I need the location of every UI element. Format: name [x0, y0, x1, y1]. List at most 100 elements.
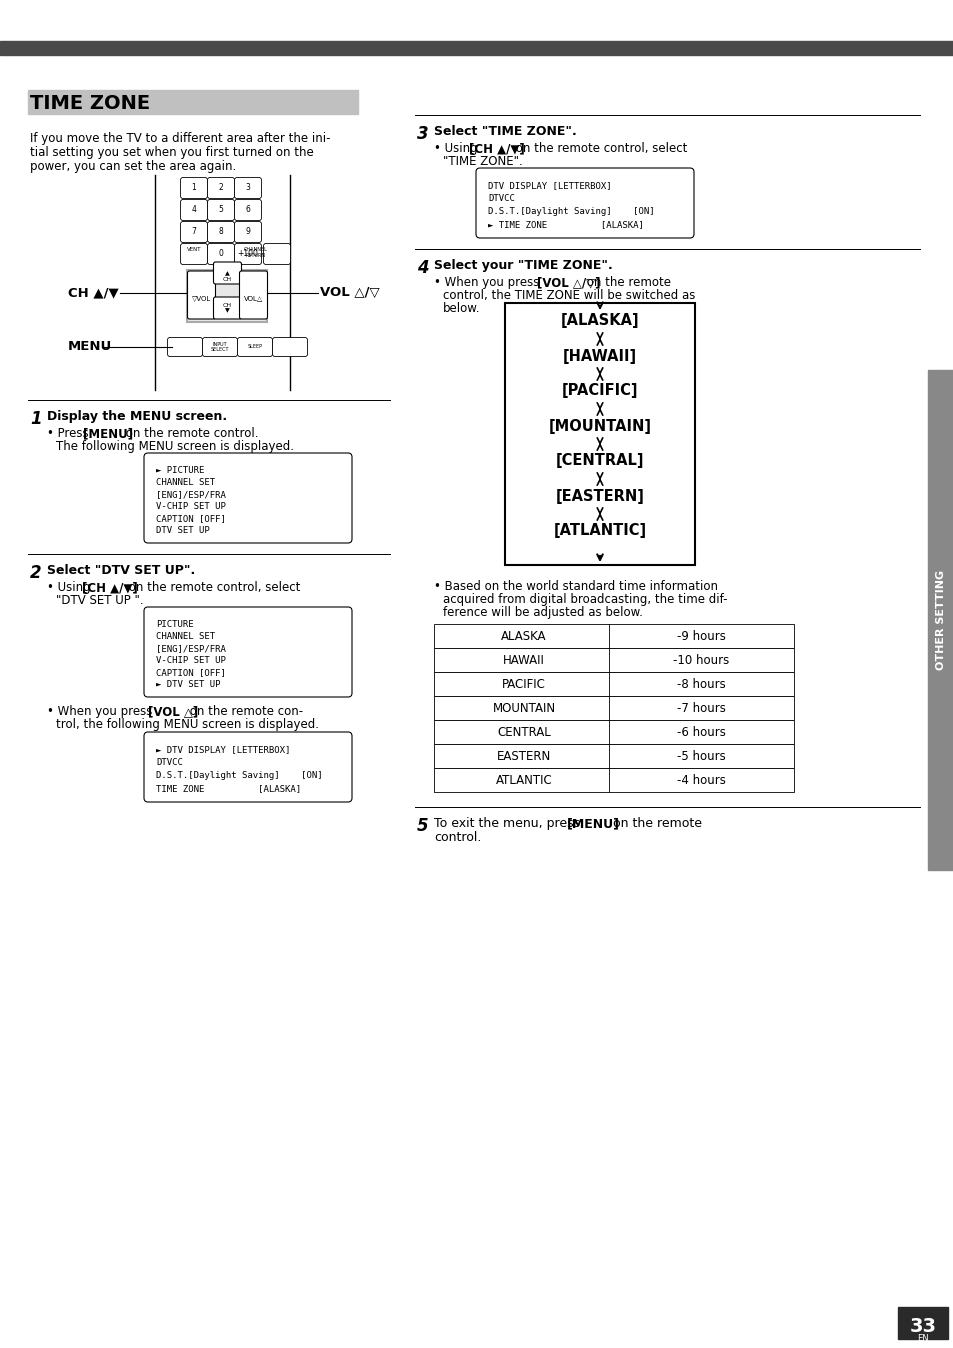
Text: D.S.T.[Daylight Saving]    [ON]: D.S.T.[Daylight Saving] [ON]	[488, 208, 654, 216]
Text: • When you press: • When you press	[434, 276, 542, 288]
Text: 1: 1	[192, 183, 196, 193]
Text: 4: 4	[192, 205, 196, 214]
Text: CHANNEL
RETURN: CHANNEL RETURN	[244, 247, 268, 257]
Text: HAWAII: HAWAII	[502, 655, 544, 667]
Text: 33: 33	[908, 1317, 936, 1336]
Text: MOUNTAIN: MOUNTAIN	[492, 702, 555, 716]
FancyBboxPatch shape	[208, 244, 234, 264]
FancyBboxPatch shape	[180, 244, 208, 264]
Text: control.: control.	[434, 830, 481, 844]
Text: -10 hours: -10 hours	[673, 655, 729, 667]
Text: on the remote con-: on the remote con-	[186, 705, 303, 718]
Text: DTVCC: DTVCC	[488, 194, 515, 204]
Text: EN: EN	[916, 1335, 928, 1343]
Text: CHANNEL SET: CHANNEL SET	[156, 479, 214, 487]
Text: CH
▼: CH ▼	[223, 302, 232, 313]
Bar	[434, 768, 793, 793]
Text: Display the MENU screen.: Display the MENU screen.	[47, 410, 227, 423]
Text: DTVCC: DTVCC	[156, 758, 183, 767]
Bar	[28, 90, 357, 115]
Text: CH ▲/▼: CH ▲/▼	[68, 287, 118, 299]
FancyBboxPatch shape	[208, 178, 234, 198]
Text: OTHER SETTING: OTHER SETTING	[935, 570, 945, 670]
Text: CAPTION [OFF]: CAPTION [OFF]	[156, 514, 226, 523]
Text: -9 hours: -9 hours	[677, 631, 725, 643]
Text: DTV SET UP: DTV SET UP	[156, 526, 210, 535]
Text: CHANNEL SET: CHANNEL SET	[156, 632, 214, 642]
FancyBboxPatch shape	[237, 337, 273, 356]
FancyBboxPatch shape	[476, 168, 693, 239]
Bar	[188, 270, 267, 322]
Text: EASTERN: EASTERN	[497, 751, 551, 763]
Text: on the remote: on the remote	[608, 817, 701, 830]
Text: 9: 9	[245, 228, 251, 236]
FancyBboxPatch shape	[213, 262, 241, 284]
Bar	[897, 1308, 947, 1339]
Text: PACIFIC: PACIFIC	[501, 678, 545, 692]
Text: [CENTRAL]: [CENTRAL]	[556, 453, 643, 469]
Text: -8 hours: -8 hours	[677, 678, 725, 692]
Text: V-CHIP SET UP: V-CHIP SET UP	[156, 656, 226, 665]
FancyBboxPatch shape	[168, 337, 202, 356]
Text: [HAWAII]: [HAWAII]	[562, 349, 637, 364]
FancyBboxPatch shape	[208, 200, 234, 221]
Text: 2: 2	[218, 183, 223, 193]
Text: 0: 0	[218, 249, 223, 259]
Text: DTV DISPLAY [LETTERBOX]: DTV DISPLAY [LETTERBOX]	[488, 181, 611, 190]
FancyBboxPatch shape	[208, 221, 234, 243]
Text: [CH ▲/▼]: [CH ▲/▼]	[469, 142, 524, 155]
Text: To exit the menu, press: To exit the menu, press	[434, 817, 583, 830]
FancyBboxPatch shape	[144, 453, 352, 543]
Text: -5 hours: -5 hours	[677, 751, 725, 763]
Text: • Press: • Press	[47, 427, 92, 439]
Text: ► DTV SET UP: ► DTV SET UP	[156, 679, 220, 689]
Bar	[434, 648, 793, 673]
Text: The following MENU screen is displayed.: The following MENU screen is displayed.	[56, 439, 294, 453]
Text: [MENU]: [MENU]	[566, 817, 619, 830]
Text: on the remote control, select: on the remote control, select	[512, 142, 687, 155]
Text: [ENG]/ESP/FRA: [ENG]/ESP/FRA	[156, 644, 226, 652]
Text: CAPTION [OFF]: CAPTION [OFF]	[156, 669, 226, 677]
FancyBboxPatch shape	[273, 337, 307, 356]
Bar	[504, 303, 695, 565]
Text: [ATLANTIC]: [ATLANTIC]	[553, 523, 646, 538]
Text: SLEEP: SLEEP	[247, 345, 262, 349]
FancyBboxPatch shape	[180, 178, 208, 198]
Text: power, you can set the area again.: power, you can set the area again.	[30, 160, 236, 173]
Text: "DTV SET UP ".: "DTV SET UP ".	[56, 594, 144, 607]
Text: ▽VOL: ▽VOL	[192, 295, 211, 301]
Text: ▲
CH: ▲ CH	[223, 271, 232, 282]
Text: TIME ZONE          [ALASKA]: TIME ZONE [ALASKA]	[156, 785, 301, 793]
Text: ference will be adjusted as below.: ference will be adjusted as below.	[442, 607, 642, 619]
Text: TIME ZONE: TIME ZONE	[30, 94, 150, 113]
Bar	[434, 673, 793, 696]
FancyBboxPatch shape	[180, 221, 208, 243]
Text: 1: 1	[30, 410, 42, 429]
Text: MENU: MENU	[68, 341, 112, 353]
Text: +100: +100	[237, 249, 258, 259]
Text: [VOL △/▽]: [VOL △/▽]	[537, 276, 599, 288]
Text: [MOUNTAIN]: [MOUNTAIN]	[548, 418, 651, 434]
Text: • Using: • Using	[434, 142, 481, 155]
Text: -4 hours: -4 hours	[677, 775, 725, 787]
Text: "TIME ZONE".: "TIME ZONE".	[442, 155, 522, 168]
Bar	[434, 720, 793, 744]
Bar	[927, 369, 953, 869]
FancyBboxPatch shape	[188, 271, 215, 319]
Text: 7: 7	[192, 228, 196, 236]
Text: If you move the TV to a different area after the ini-: If you move the TV to a different area a…	[30, 132, 330, 146]
Text: below.: below.	[442, 302, 480, 315]
Text: on the remote control.: on the remote control.	[122, 427, 258, 439]
Text: 4: 4	[416, 259, 428, 276]
Text: 2: 2	[30, 563, 42, 582]
Text: [CH ▲/▼]: [CH ▲/▼]	[82, 581, 137, 594]
FancyBboxPatch shape	[202, 337, 237, 356]
Text: -7 hours: -7 hours	[677, 702, 725, 716]
Bar	[0, 40, 953, 55]
Bar	[434, 744, 793, 768]
Text: D.S.T.[Daylight Saving]    [ON]: D.S.T.[Daylight Saving] [ON]	[156, 771, 322, 780]
Text: 3: 3	[245, 183, 251, 193]
Text: [VOL △]: [VOL △]	[148, 705, 198, 718]
Text: PICTURE: PICTURE	[156, 620, 193, 630]
FancyBboxPatch shape	[213, 297, 241, 319]
